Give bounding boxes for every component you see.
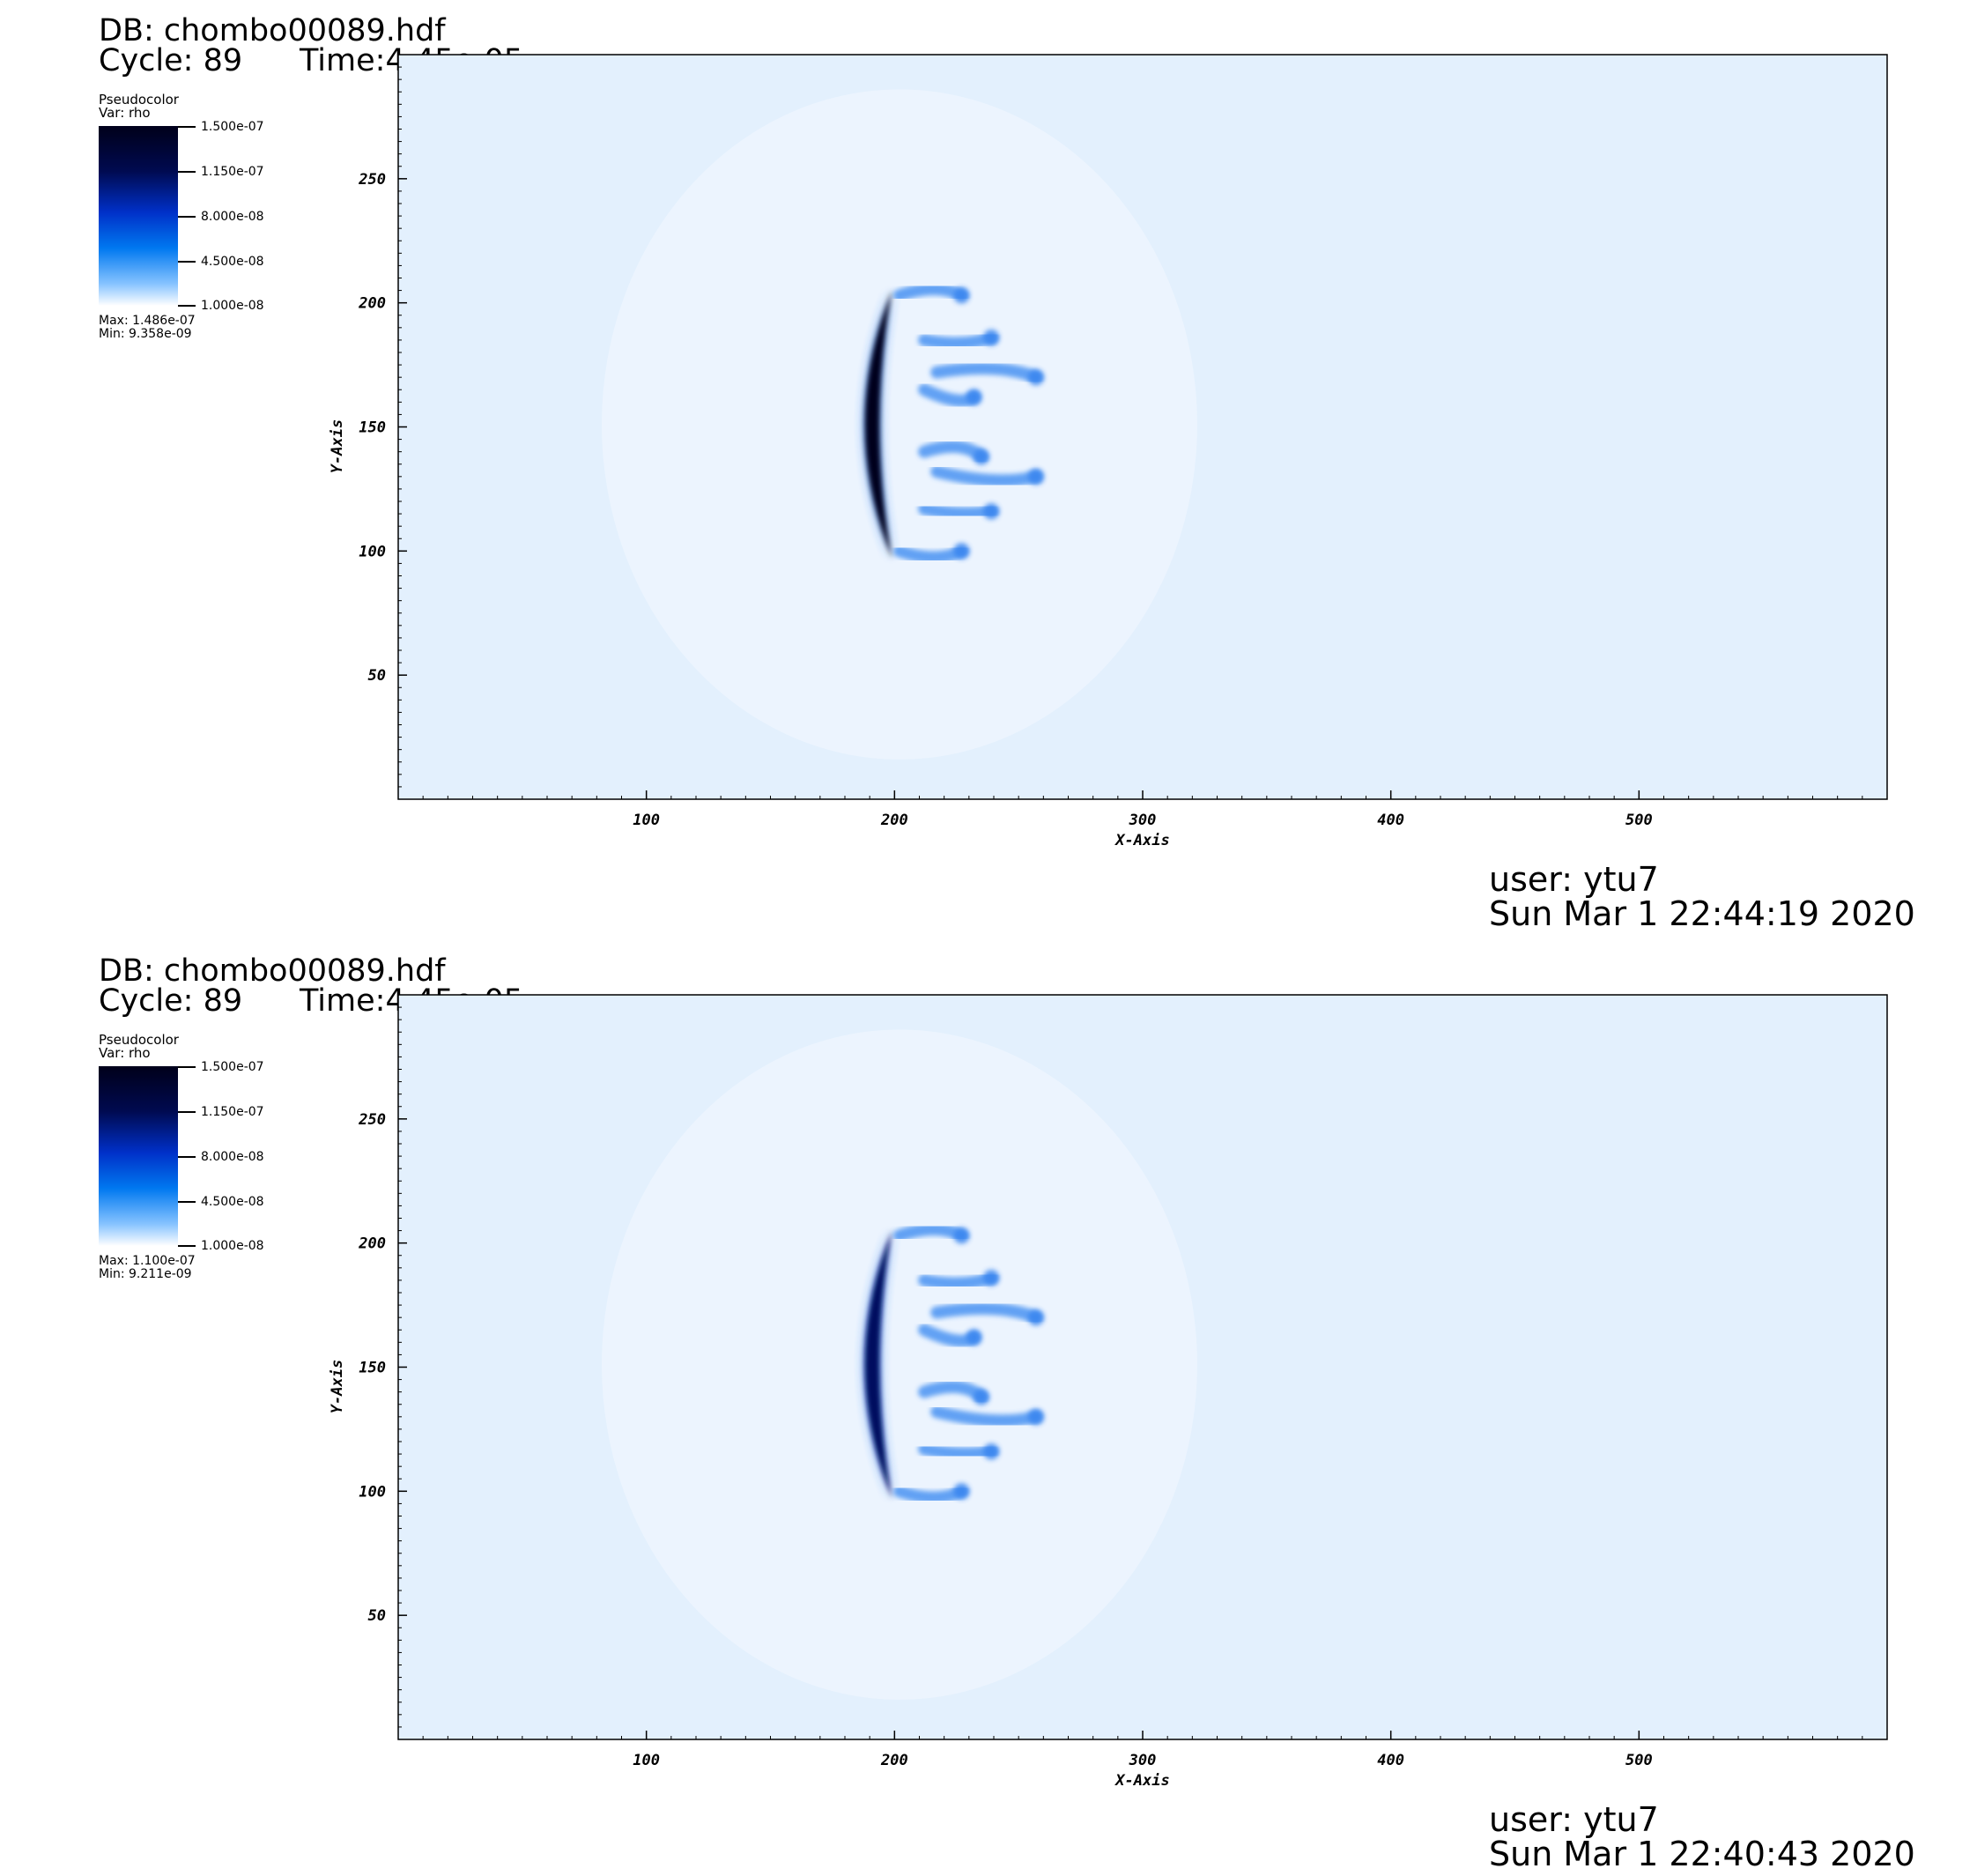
- legend-var: Var: rho: [99, 105, 151, 121]
- x-axis-title: X-Axis: [1114, 832, 1169, 849]
- plume-tip: [953, 543, 970, 560]
- db-label: DB: chombo00089.hdf: [99, 953, 446, 989]
- x-tick-label: 400: [1377, 1752, 1404, 1769]
- plume-tip: [1027, 1408, 1044, 1425]
- plume-tip: [966, 1329, 982, 1346]
- plume: [930, 465, 1042, 487]
- x-tick-label: 500: [1625, 1752, 1653, 1769]
- shock-front: [864, 290, 892, 559]
- plume-tip: [966, 389, 982, 405]
- colorbar-tick-label: 4.500e-08: [201, 1195, 264, 1209]
- colorbar-tick-label: 8.000e-08: [201, 210, 264, 224]
- colorbar-tick: [178, 171, 196, 173]
- footer-date: Sun Mar 1 22:40:43 2020: [1489, 1835, 1915, 1873]
- plume-tip: [1027, 468, 1044, 485]
- plume-tip: [1027, 369, 1044, 386]
- heatmap-plot: 100 200 300 400 500 50 100 150 200 250 X-Axis Y-Axi…: [329, 54, 1888, 849]
- density-halo: [601, 89, 1197, 760]
- plume-tip: [953, 287, 970, 304]
- plume-tip: [983, 1270, 1000, 1287]
- colorbar-tick-label: 1.000e-08: [201, 299, 264, 313]
- x-tick-label: 100: [633, 1752, 660, 1769]
- plume: [892, 1485, 968, 1504]
- legend-max: Max: 1.486e-07: [99, 314, 196, 328]
- legend-var: Var: rho: [99, 1045, 151, 1061]
- plume: [892, 283, 968, 302]
- plume: [930, 1405, 1042, 1427]
- y-axis-title: Y-Axis: [329, 1360, 346, 1413]
- x-axis-title: X-Axis: [1114, 1772, 1169, 1790]
- colorbar-tick: [178, 1245, 196, 1247]
- colorbar-tick-label: 8.000e-08: [201, 1150, 264, 1164]
- legend-plot-type: Pseudocolor: [99, 1032, 179, 1048]
- plume: [892, 545, 968, 564]
- x-tick-label: 200: [880, 1752, 908, 1769]
- legend-max: Max: 1.100e-07: [99, 1254, 196, 1268]
- heatmap-plot: 100 200 300 400 500 50 100 150 200 250 X-Axis Y-Axi…: [329, 994, 1888, 1790]
- y-tick-label: 100: [359, 1483, 386, 1501]
- y-tick-label: 200: [358, 295, 386, 313]
- plume-tip: [983, 503, 1000, 520]
- density-halo: [601, 1029, 1197, 1700]
- plume: [918, 1442, 998, 1460]
- plume-tip: [983, 1443, 1000, 1460]
- plume-tip: [1027, 1309, 1044, 1326]
- x-tick-label: 500: [1625, 812, 1653, 829]
- legend-min: Min: 9.211e-09: [99, 1267, 192, 1281]
- y-tick-label: 200: [358, 1235, 386, 1253]
- colorbar-tick-label: 1.500e-07: [201, 1060, 264, 1074]
- colorbar-tick: [178, 216, 196, 218]
- colorbar-tick-label: 1.000e-08: [201, 1239, 264, 1253]
- cycle-label: Cycle: 89: [99, 983, 243, 1019]
- plume-tip: [973, 1389, 989, 1405]
- colorbar-tick: [178, 1111, 196, 1113]
- colorbar-tick-label: 1.150e-07: [201, 1105, 264, 1119]
- footer-user: user: ytu7: [1489, 860, 1659, 899]
- y-tick-label: 50: [368, 667, 386, 685]
- y-tick-label: 150: [359, 419, 386, 437]
- y-tick-label: 100: [359, 543, 386, 560]
- y-axis-title: Y-Axis: [329, 419, 346, 473]
- legend-plot-type: Pseudocolor: [99, 92, 179, 108]
- plume: [930, 362, 1042, 384]
- x-tick-label: 200: [880, 812, 908, 829]
- plume: [892, 1223, 968, 1242]
- legend-min: Min: 9.358e-09: [99, 327, 192, 341]
- colorbar-tick-label: 4.500e-08: [201, 255, 264, 269]
- cycle-label: Cycle: 89: [99, 43, 243, 78]
- colorbar-tick: [178, 126, 196, 128]
- colorbar: [99, 126, 178, 306]
- footer-user: user: ytu7: [1489, 1800, 1659, 1839]
- colorbar-tick: [178, 1201, 196, 1203]
- plume-tip: [953, 1483, 970, 1500]
- x-tick-label: 300: [1129, 1752, 1157, 1769]
- colorbar-tick: [178, 1066, 196, 1068]
- y-tick-label: 150: [359, 1360, 386, 1377]
- plume: [918, 1272, 998, 1290]
- plume: [918, 331, 998, 350]
- colorbar: [99, 1066, 178, 1246]
- shock-front: [864, 1230, 892, 1499]
- db-label: DB: chombo00089.hdf: [99, 13, 446, 48]
- plume: [930, 1302, 1042, 1324]
- plume-tip: [973, 449, 989, 465]
- colorbar-tick: [178, 305, 196, 307]
- y-tick-label: 250: [358, 171, 386, 189]
- plume: [918, 502, 998, 520]
- x-tick-label: 100: [633, 812, 660, 829]
- plot-panel-1: DB: chombo00089.hdf Cycle: 89 Time:4.45e…: [0, 0, 1977, 936]
- plume-tip: [953, 1227, 970, 1244]
- colorbar-tick-label: 1.150e-07: [201, 165, 264, 179]
- y-tick-label: 50: [368, 1607, 386, 1625]
- colorbar-tick: [178, 1156, 196, 1158]
- colorbar-tick-label: 1.500e-07: [201, 120, 264, 134]
- colorbar-tick: [178, 261, 196, 263]
- y-tick-label: 250: [358, 1111, 386, 1129]
- plume-tip: [983, 330, 1000, 346]
- plot-panel-2: DB: chombo00089.hdf Cycle: 89 Time:4.45e…: [0, 940, 1977, 1876]
- footer-date: Sun Mar 1 22:44:19 2020: [1489, 894, 1915, 933]
- x-tick-label: 400: [1377, 812, 1404, 829]
- x-tick-label: 300: [1129, 812, 1157, 829]
